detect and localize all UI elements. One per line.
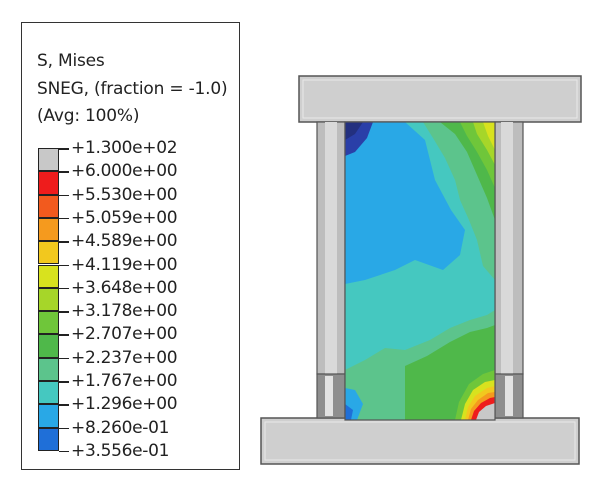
legend-swatch: [38, 287, 59, 312]
left-steel-column: [316, 121, 346, 419]
legend-tick: [59, 427, 69, 430]
legend-tick: [59, 357, 69, 360]
legend-swatch: [38, 311, 59, 335]
legend-swatch: [38, 241, 59, 265]
legend-tick-label: +5.530e+00: [71, 184, 178, 205]
legend-swatch: [38, 357, 59, 381]
legend-panel: S, Mises SNEG, (fraction = -1.0) (Avg: 1…: [21, 22, 240, 470]
legend-tick: [59, 264, 69, 266]
legend-subtitle: SNEG, (fraction = -1.0): [37, 79, 228, 99]
legend-tick-label: +3.648e+00: [71, 277, 178, 298]
legend-tick-label: +1.767e+00: [71, 371, 178, 391]
legend-tick: [59, 450, 69, 453]
top-plate: [298, 75, 582, 123]
legend-swatch: [38, 148, 59, 172]
legend-tick: [59, 334, 69, 336]
legend-tick-label: +3.178e+00: [71, 301, 178, 322]
legend-swatch: [38, 334, 59, 358]
legend-swatch: [38, 171, 59, 195]
fe-model-view: [260, 75, 582, 465]
legend-tick-label: +4.589e+00: [71, 231, 178, 252]
legend-tick: [59, 148, 69, 150]
legend-tick-label: +2.707e+00: [71, 324, 178, 345]
legend-tick-label: +3.556e-01: [71, 440, 170, 461]
legend-averaging: (Avg: 100%): [37, 106, 140, 126]
legend-tick: [59, 404, 69, 406]
stress-contour: [345, 122, 495, 420]
legend-tick: [59, 194, 69, 197]
legend-tick-label: +4.119e+00: [71, 254, 178, 275]
legend-tick: [59, 311, 69, 313]
bottom-plate: [260, 417, 580, 465]
legend-tick-label: +5.059e+00: [71, 207, 178, 228]
legend-tick-label: +1.300e+02: [71, 138, 178, 158]
legend-swatch: [38, 427, 59, 451]
legend-title: S, Mises: [37, 51, 105, 71]
legend-swatch: [38, 194, 59, 218]
legend-tick-label: +8.260e-01: [71, 417, 170, 438]
legend-tick-label: +2.237e+00: [71, 347, 178, 368]
legend-swatch: [38, 217, 59, 242]
legend-swatch: [38, 264, 59, 288]
legend-swatch: [38, 404, 59, 428]
legend-swatch: [38, 381, 59, 405]
legend-tick-label: +1.296e+00: [71, 394, 178, 415]
legend-tick: [59, 171, 69, 173]
right-steel-column: [494, 121, 524, 419]
legend-tick: [59, 287, 69, 290]
legend-tick: [59, 241, 69, 243]
legend-tick: [59, 217, 69, 220]
legend-tick-label: +6.000e+00: [71, 161, 178, 182]
legend-tick: [59, 381, 69, 383]
